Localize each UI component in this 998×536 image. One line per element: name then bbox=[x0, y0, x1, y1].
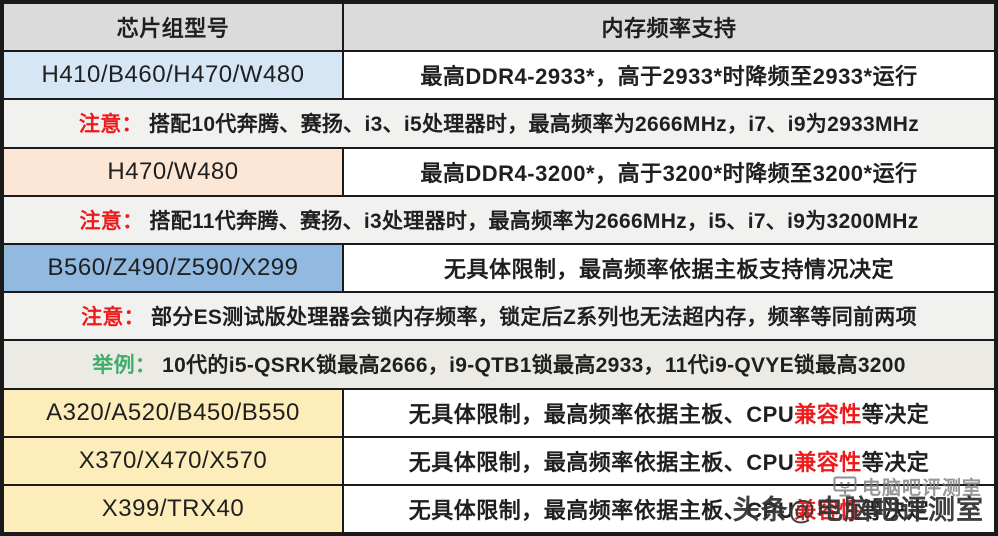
note-cell: 注意： 搭配11代奔腾、赛扬、i3处理器时，最高频率为2666MHz，i5、i7、… bbox=[4, 197, 994, 243]
note-label: 注意： bbox=[81, 306, 145, 330]
table-row: H470/W480 最高DDR4-3200*，高于3200*时降频至3200*运行 bbox=[4, 146, 994, 195]
table-row: X370/X470/X570 无具体限制，最高频率依据主板、CPU 兼容性 等决定 bbox=[4, 435, 994, 484]
text-segment: 无具体限制，最高频率依据主板、CPU bbox=[408, 401, 795, 427]
note-row: 注意： 搭配10代奔腾、赛扬、i3、i5处理器时，最高频率为2666MHz，i7、… bbox=[4, 98, 994, 147]
text-segment: 无具体限制，最高频率依据主板支持情况决定 bbox=[443, 257, 894, 283]
text-segment: 搭配10代奔腾、赛扬、i3、i5处理器时，最高频率为2666MHz，i7、i9为… bbox=[148, 113, 920, 137]
text-segment: 等决定 bbox=[861, 401, 930, 427]
chipset-model-cell: X370/X470/X570 bbox=[4, 437, 342, 484]
frequency-support-cell: 最高DDR4-3200*，高于3200*时降频至3200*运行 bbox=[342, 148, 994, 195]
frequency-support-cell: 无具体限制，最高频率依据主板、CPU 兼容性 等决定 bbox=[342, 437, 994, 484]
frequency-support-cell: 无具体限制，最高频率依据主板、CPU 兼容性 等决定 bbox=[342, 485, 994, 533]
text-segment: 部分ES测试版处理器会锁内存频率，锁定后Z系列也无法超内存，频率等同前两项 bbox=[150, 306, 917, 330]
frequency-support-cell: 无具体限制，最高频率依据主板、CPU 兼容性 等决定 bbox=[342, 389, 994, 436]
header-cell-frequency: 内存频率支持 bbox=[342, 4, 994, 51]
text-segment: 最高DDR4-3200*，高于3200*时降频至3200*运行 bbox=[420, 160, 918, 186]
table-row: A320/A520/B450/B550 无具体限制，最高频率依据主板、CPU 兼容性… bbox=[4, 387, 994, 436]
note-cell: 注意： 部分ES测试版处理器会锁内存频率，锁定后Z系列也无法超内存，频率等同前两项 bbox=[4, 293, 994, 339]
note-cell: 注意： 搭配10代奔腾、赛扬、i3、i5处理器时，最高频率为2666MHz，i7、… bbox=[4, 100, 994, 146]
text-segment: 兼容性 bbox=[794, 497, 862, 523]
table-header-row: 芯片组型号 内存频率支持 bbox=[4, 4, 994, 51]
chipset-model-cell: H470/W480 bbox=[4, 148, 342, 195]
note-row: 举例： 10代的i5-QSRK锁最高2666，i9-QTB1锁最高2933，11代… bbox=[4, 339, 994, 388]
note-row: 注意： 搭配11代奔腾、赛扬、i3处理器时，最高频率为2666MHz，i5、i7、… bbox=[4, 194, 994, 243]
chipset-model-cell: A320/A520/B450/B550 bbox=[4, 389, 342, 436]
text-segment: 兼容性 bbox=[794, 401, 862, 427]
text-segment: 无具体限制，最高频率依据主板、CPU bbox=[408, 449, 795, 475]
note-label: 注意： bbox=[78, 113, 143, 137]
note-label: 举例： bbox=[92, 354, 157, 378]
text-segment: 最高DDR4-2933*，高于2933*时降频至2933*运行 bbox=[420, 64, 918, 90]
frequency-support-cell: 最高DDR4-2933*，高于2933*时降频至2933*运行 bbox=[342, 52, 994, 99]
text-segment: 无具体限制，最高频率依据主板、CPU bbox=[408, 497, 795, 523]
note-row: 注意： 部分ES测试版处理器会锁内存频率，锁定后Z系列也无法超内存，频率等同前两项 bbox=[4, 291, 994, 340]
table-row: X399/TRX40 无具体限制，最高频率依据主板、CPU 兼容性 等决定 bbox=[4, 483, 994, 533]
table-row: H410/B460/H470/W480 最高DDR4-2933*，高于2933*时… bbox=[4, 50, 994, 99]
table-row: B560/Z490/Z590/X299 无具体限制，最高频率依据主板支持情况决定 bbox=[4, 242, 994, 292]
text-segment: 搭配11代奔腾、赛扬、i3处理器时，最高频率为2666MHz，i5、i7、i9为… bbox=[149, 209, 919, 233]
frequency-support-cell: 无具体限制，最高频率依据主板支持情况决定 bbox=[342, 244, 994, 292]
note-cell: 举例： 10代的i5-QSRK锁最高2666，i9-QTB1锁最高2933，11代… bbox=[4, 341, 994, 387]
chipset-model-cell: X399/TRX40 bbox=[4, 485, 342, 533]
header-cell-chipset: 芯片组型号 bbox=[116, 16, 230, 42]
text-segment: 10代的i5-QSRK锁最高2666，i9-QTB1锁最高2933，11代i9-… bbox=[162, 354, 906, 378]
note-label: 注意： bbox=[79, 209, 144, 233]
text-segment: 兼容性 bbox=[794, 449, 862, 475]
chipset-model-cell: H410/B460/H470/W480 bbox=[4, 52, 342, 99]
text-segment: 等决定 bbox=[861, 497, 930, 523]
chipset-model-cell: B560/Z490/Z590/X299 bbox=[4, 244, 342, 292]
text-segment: 等决定 bbox=[861, 449, 930, 475]
